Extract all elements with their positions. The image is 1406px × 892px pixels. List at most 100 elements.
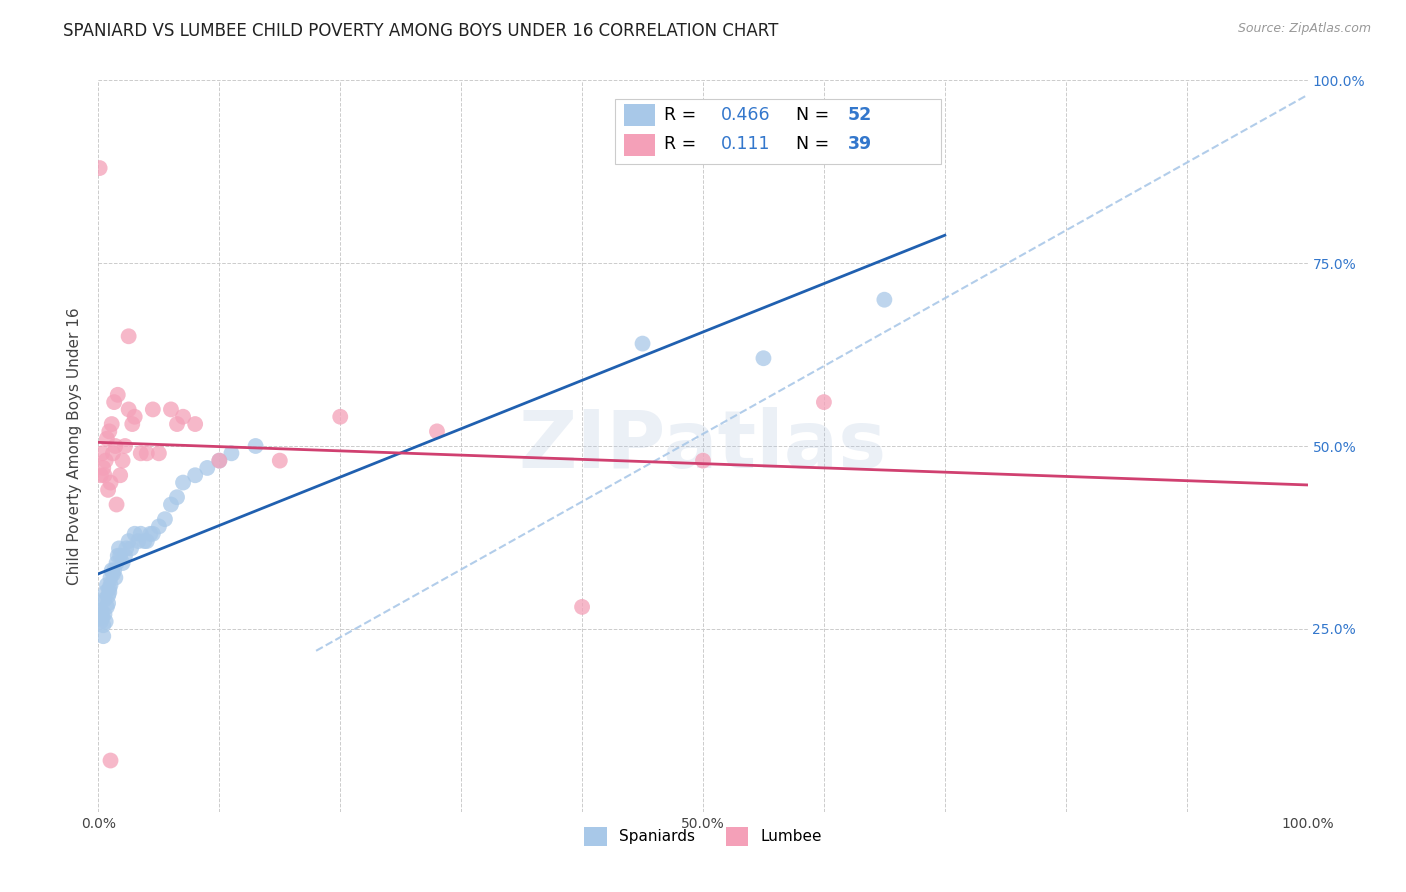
Text: 0.466: 0.466 [721, 105, 770, 124]
Point [108, 549, 131, 563]
Point [107, 549, 129, 563]
Point [96, 578, 118, 592]
Point [90, 603, 112, 617]
Point [105, 556, 128, 570]
Point [100, 475, 122, 490]
Point [172, 409, 194, 424]
Point [97, 596, 120, 610]
Text: R =: R = [664, 105, 702, 124]
Point [89, 161, 111, 175]
Point [118, 329, 141, 343]
Point [208, 453, 231, 467]
Text: 0.111: 0.111 [721, 135, 770, 153]
Point [90, 615, 112, 629]
Legend: Spaniards, Lumbee: Spaniards, Lumbee [578, 821, 828, 852]
Point [142, 402, 165, 417]
Point [97, 589, 120, 603]
Point [752, 351, 775, 366]
Text: N =: N = [796, 135, 835, 153]
Point [100, 563, 122, 577]
Point [873, 293, 896, 307]
Point [91, 461, 114, 475]
Point [104, 571, 127, 585]
Point [269, 453, 291, 467]
Point [166, 417, 188, 431]
Point [93, 607, 115, 622]
Point [91, 618, 114, 632]
Point [142, 526, 165, 541]
Point [129, 446, 152, 460]
Point [139, 526, 162, 541]
Point [98, 425, 121, 439]
Point [91, 629, 114, 643]
Point [148, 519, 170, 533]
Point [129, 526, 152, 541]
Text: N =: N = [796, 105, 835, 124]
Point [90, 468, 112, 483]
Point [329, 409, 352, 424]
Point [160, 402, 183, 417]
Point [118, 402, 141, 417]
Point [172, 475, 194, 490]
Point [96, 599, 118, 614]
Point [813, 395, 835, 409]
Point [101, 567, 124, 582]
Point [135, 534, 157, 549]
Point [100, 578, 122, 592]
Point [94, 615, 117, 629]
Point [108, 541, 131, 556]
Point [111, 453, 134, 467]
Point [100, 754, 122, 768]
Point [208, 453, 231, 467]
Text: R =: R = [664, 135, 707, 153]
Text: SPANIARD VS LUMBEE CHILD POVERTY AMONG BOYS UNDER 16 CORRELATION CHART: SPANIARD VS LUMBEE CHILD POVERTY AMONG B… [63, 22, 779, 40]
Point [692, 453, 714, 467]
Point [114, 439, 136, 453]
Point [118, 534, 141, 549]
Point [89, 596, 111, 610]
Point [96, 432, 118, 446]
Y-axis label: Child Poverty Among Boys Under 16: Child Poverty Among Boys Under 16 [67, 307, 83, 585]
FancyBboxPatch shape [624, 134, 655, 155]
Point [100, 417, 122, 431]
Point [93, 468, 115, 483]
Point [148, 446, 170, 460]
Point [121, 417, 143, 431]
Point [166, 490, 188, 504]
Point [94, 585, 117, 599]
Text: ZIPatlas: ZIPatlas [519, 407, 887, 485]
Point [135, 446, 157, 460]
FancyBboxPatch shape [614, 99, 941, 164]
Point [101, 446, 124, 460]
Point [195, 461, 218, 475]
Point [98, 582, 121, 596]
Point [426, 425, 449, 439]
Point [91, 611, 114, 625]
Point [127, 534, 149, 549]
Point [134, 534, 156, 549]
Point [184, 468, 207, 483]
Point [160, 498, 183, 512]
Point [94, 453, 117, 467]
Text: 52: 52 [848, 105, 872, 124]
Point [103, 563, 125, 577]
Point [153, 512, 176, 526]
Text: 39: 39 [848, 135, 872, 153]
Point [221, 446, 243, 460]
Point [91, 446, 114, 460]
Point [93, 592, 115, 607]
Point [98, 585, 121, 599]
Point [107, 388, 129, 402]
FancyBboxPatch shape [624, 104, 655, 127]
Point [115, 541, 138, 556]
Point [111, 556, 134, 570]
Point [100, 571, 122, 585]
Text: Source: ZipAtlas.com: Source: ZipAtlas.com [1237, 22, 1371, 36]
Point [104, 439, 127, 453]
Point [120, 541, 142, 556]
Point [124, 409, 146, 424]
Point [114, 549, 136, 563]
Point [245, 439, 267, 453]
Point [91, 607, 114, 622]
Point [124, 526, 146, 541]
